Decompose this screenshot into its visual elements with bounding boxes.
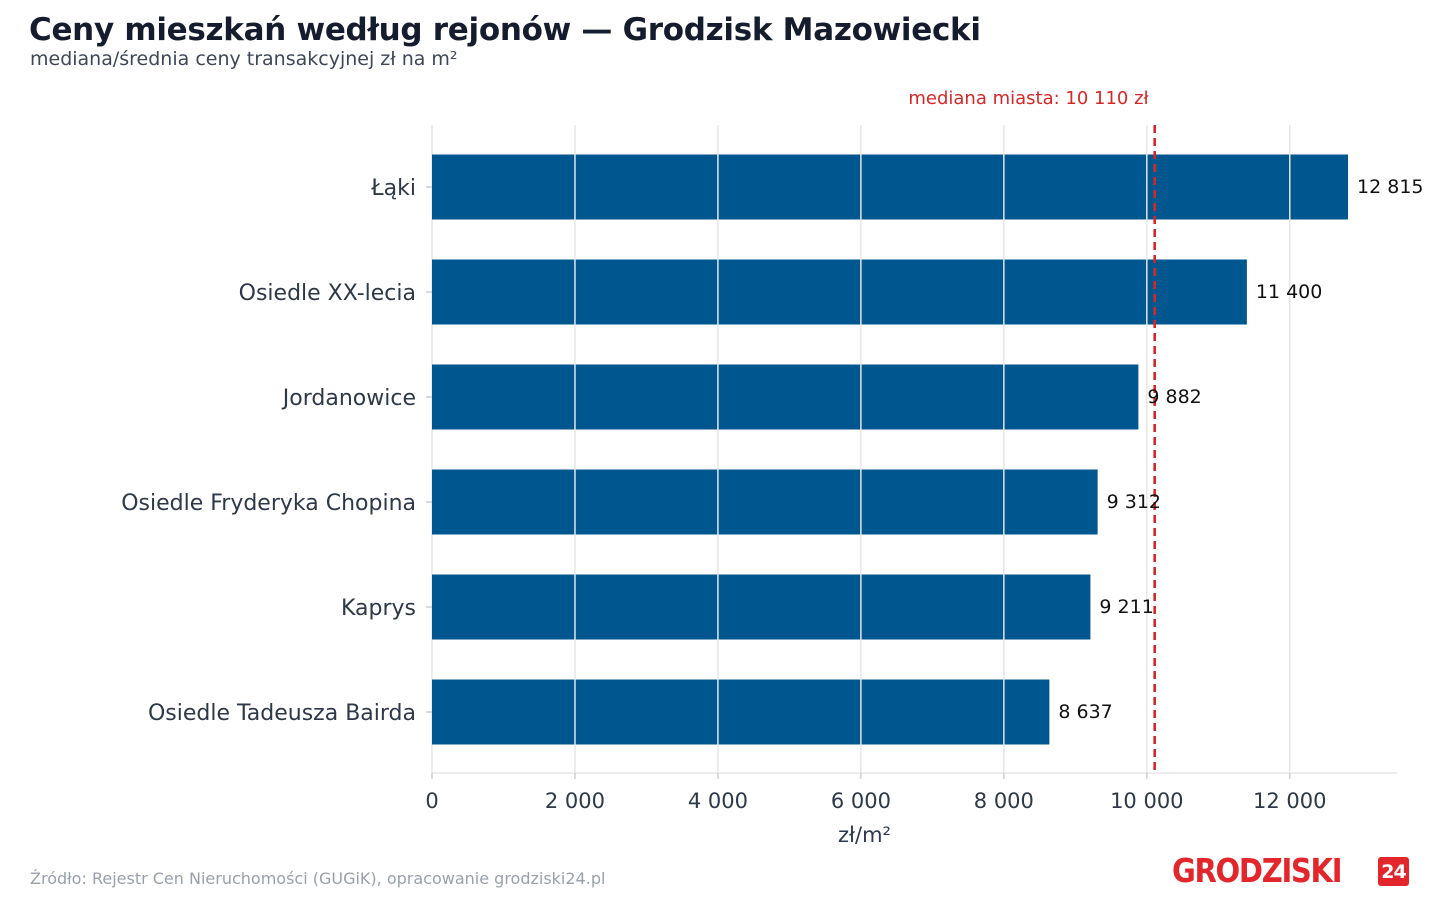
- chart-subtitle: mediana/średnia ceny transakcyjnej zł na…: [30, 48, 458, 70]
- category-label-4: Osiedle Fryderyka Chopina: [121, 491, 416, 516]
- bar-5: [432, 574, 1091, 640]
- category-label-5: Kaprys: [341, 596, 416, 621]
- x-tick-label-1: 2 000: [545, 789, 605, 813]
- value-label-4: 9 312: [1107, 491, 1161, 513]
- x-tick-label-0: 0: [425, 789, 438, 813]
- value-label-6: 8 637: [1058, 701, 1112, 723]
- x-tick-label-5: 10 000: [1110, 789, 1183, 813]
- value-label-3: 9 882: [1147, 386, 1201, 408]
- category-label-2: Osiedle XX-lecia: [239, 281, 416, 306]
- x-tick-label-6: 12 000: [1253, 789, 1326, 813]
- chart-title: Ceny mieszkań według rejonów — Grodzisk …: [29, 12, 981, 48]
- median-reference-label: mediana miasta: 10 110 zł: [908, 88, 1149, 109]
- source-note: Źródło: Rejestr Cen Nieruchomości (GUGiK…: [30, 869, 606, 888]
- brand-logo: GRODZISKI: [1172, 852, 1364, 890]
- value-label-2: 11 400: [1256, 281, 1322, 303]
- category-label-6: Osiedle Tadeusza Bairda: [148, 701, 416, 726]
- brand-logo-text: GRODZISKI: [1172, 851, 1343, 890]
- x-tick-label-2: 4 000: [688, 789, 748, 813]
- value-label-5: 9 211: [1099, 596, 1153, 618]
- bar-1: [432, 154, 1349, 220]
- brand-logo-badge: 24: [1378, 857, 1409, 886]
- x-axis-label: zł/m²: [838, 823, 891, 847]
- x-tick-label-3: 6 000: [831, 789, 891, 813]
- bar-4: [432, 469, 1098, 535]
- category-label-3: Jordanowice: [281, 386, 416, 411]
- value-label-1: 12 815: [1357, 176, 1423, 198]
- bar-3: [432, 364, 1139, 430]
- bar-2: [432, 259, 1247, 325]
- bar-6: [432, 679, 1050, 745]
- category-label-1: Łąki: [370, 176, 416, 201]
- x-tick-label-4: 8 000: [974, 789, 1034, 813]
